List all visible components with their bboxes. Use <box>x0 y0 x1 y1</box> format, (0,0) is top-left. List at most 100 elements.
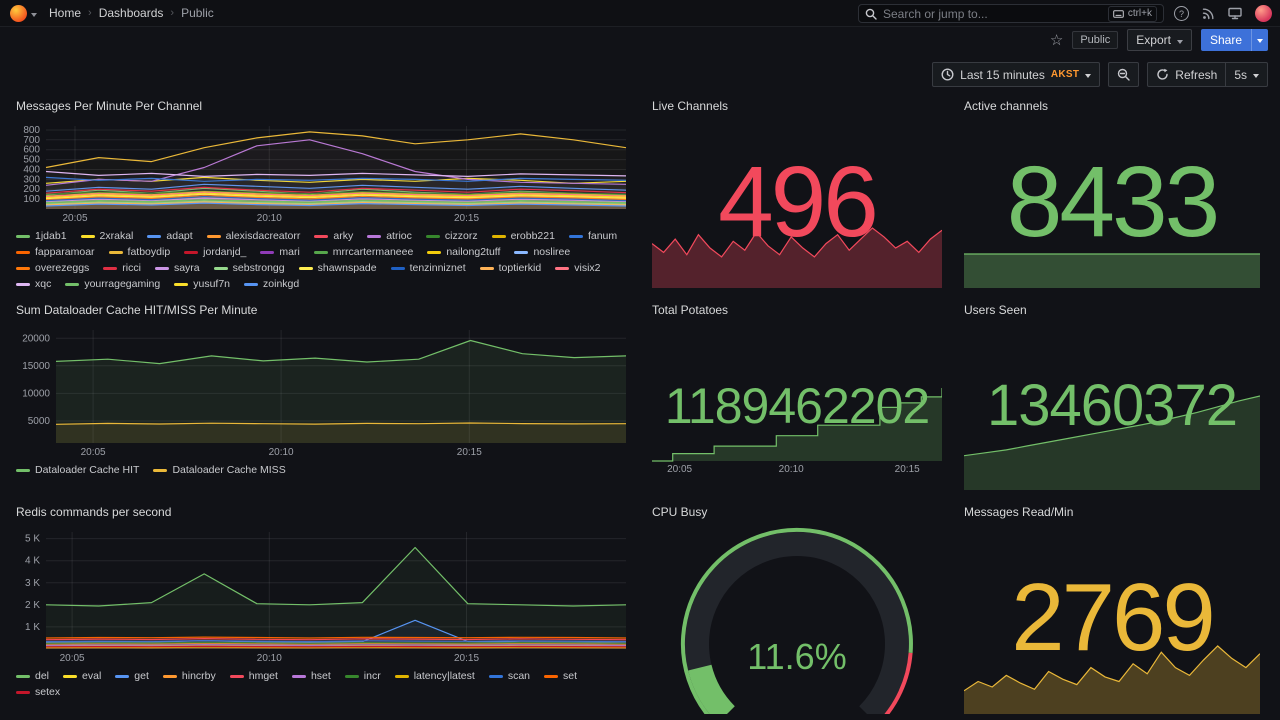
dashboard-tag[interactable]: Public <box>1072 31 1119 49</box>
legend-item[interactable]: sayra <box>154 261 200 275</box>
legend-item[interactable]: setex <box>16 685 60 699</box>
legend-item[interactable]: hmget <box>229 669 278 683</box>
clock-icon <box>941 68 954 81</box>
legend-label: incr <box>363 670 381 682</box>
panel-title[interactable]: CPU Busy <box>652 505 708 519</box>
legend-label: latency|latest <box>413 670 475 682</box>
dataloader-legend: Dataloader Cache HIT Dataloader Cache MIS… <box>16 463 632 477</box>
legend-item[interactable]: erobb221 <box>491 229 555 243</box>
legend-label: hmget <box>248 670 278 682</box>
legend-item[interactable]: 1jdab1 <box>16 229 67 243</box>
legend-item[interactable]: ricci <box>103 261 141 275</box>
legend-item[interactable]: yusuf7n <box>174 277 230 291</box>
panel-messages-read: Messages Read/Min 2769 <box>956 498 1268 720</box>
legend-item[interactable]: eval <box>63 669 101 683</box>
legend-item[interactable]: zoinkgd <box>244 277 299 291</box>
total-potatoes-value: 1189462202 <box>664 378 930 434</box>
legend-item[interactable]: set <box>544 669 577 683</box>
news-rss-icon[interactable] <box>1202 7 1215 20</box>
legend-item[interactable]: latency|latest <box>394 669 475 683</box>
legend-label: scan <box>507 670 530 682</box>
user-avatar[interactable] <box>1255 5 1272 22</box>
panel-title[interactable]: Total Potatoes <box>652 303 729 317</box>
export-button[interactable]: Export <box>1127 29 1192 51</box>
org-switcher-caret-icon[interactable] <box>31 12 37 20</box>
svg-text:4 K: 4 K <box>25 556 40 567</box>
legend-swatch-icon <box>16 282 30 286</box>
legend-item[interactable]: fapparamoar <box>16 245 95 259</box>
panel-title[interactable]: Active channels <box>964 99 1049 113</box>
legend-item[interactable]: visix2 <box>555 261 601 275</box>
legend-item[interactable]: get <box>115 669 149 683</box>
messages-chart[interactable]: 800 700 600 500 400 300 200 100 20:05 20:10 20:15 <box>16 120 632 224</box>
legend-label: fatboydip <box>127 246 171 258</box>
panel-title[interactable]: Users Seen <box>964 303 1027 317</box>
legend-item[interactable]: hincrby <box>162 669 216 683</box>
time-range-picker[interactable]: Last 15 minutes AKST <box>932 62 1101 87</box>
legend-label: Dataloader Cache HIT <box>35 464 140 476</box>
panel-title[interactable]: Redis commands per second <box>16 505 172 519</box>
legend-item[interactable]: incr <box>344 669 381 683</box>
star-icon[interactable]: ☆ <box>1049 31 1064 49</box>
monitor-icon[interactable] <box>1228 7 1242 20</box>
legend-item[interactable]: nosliree <box>514 245 570 259</box>
dataloader-chart[interactable]: 20000 15000 10000 5000 20:05 20:10 20:15 <box>16 324 632 458</box>
panel-title[interactable]: Messages Per Minute Per Channel <box>16 99 203 113</box>
legend-item[interactable]: del <box>16 669 49 683</box>
search-input[interactable]: Search or jump to... ctrl+k <box>858 4 1164 23</box>
share-menu-caret[interactable] <box>1251 29 1268 51</box>
legend-item[interactable]: sebstrongg <box>213 261 285 275</box>
legend-item[interactable]: Dataloader Cache MISS <box>153 463 286 477</box>
legend-item[interactable]: mrrcartermaneee <box>313 245 414 259</box>
redis-chart[interactable]: 5 K 4 K 3 K 2 K 1 K 20:05 20:10 20:15 <box>16 526 632 664</box>
legend-item[interactable]: shawnspade <box>298 261 377 275</box>
legend-item[interactable]: scan <box>488 669 530 683</box>
legend-item[interactable]: mari <box>260 245 300 259</box>
svg-text:20000: 20000 <box>22 333 50 344</box>
legend-item[interactable]: adapt <box>147 229 193 243</box>
dashboard-sub-nav: ☆ Public Export Share <box>0 27 1280 53</box>
refresh-button[interactable]: Refresh <box>1147 62 1227 87</box>
legend-label: get <box>134 670 149 682</box>
legend-item[interactable]: fatboydip <box>108 245 171 259</box>
legend-item[interactable]: tenzinniznet <box>390 261 466 275</box>
breadcrumb-dashboards[interactable]: Dashboards <box>98 6 164 20</box>
legend-item[interactable]: yourragegaming <box>65 277 160 291</box>
svg-text:20:05: 20:05 <box>667 464 692 474</box>
panel-title[interactable]: Sum Dataloader Cache HIT/MISS Per Minute <box>16 303 258 317</box>
legend-item[interactable]: alexisdacreatorr <box>206 229 300 243</box>
refresh-interval-dropdown[interactable]: 5s <box>1225 62 1268 87</box>
zoom-out-button[interactable] <box>1108 62 1140 87</box>
legend-swatch-icon <box>568 234 583 238</box>
panel-title[interactable]: Messages Read/Min <box>964 505 1074 519</box>
live-channels-stat: 496 <box>651 120 943 288</box>
share-button-main[interactable]: Share <box>1209 33 1242 47</box>
legend-item[interactable]: jordanjd_ <box>184 245 246 259</box>
breadcrumb-home[interactable]: Home <box>49 6 82 20</box>
legend-label: erobb221 <box>510 230 555 242</box>
users-seen-value: 13460372 <box>986 372 1238 438</box>
legend-label: mari <box>279 246 300 258</box>
legend-item[interactable]: fanum <box>568 229 617 243</box>
legend-item[interactable]: cizzorz <box>425 229 478 243</box>
legend-item[interactable]: atrioc <box>367 229 412 243</box>
legend-item[interactable]: nailong2tuff <box>427 245 500 259</box>
legend-swatch-icon <box>108 250 123 254</box>
legend-item[interactable]: overezeggs <box>16 261 89 275</box>
legend-swatch-icon <box>16 250 30 254</box>
legend-item[interactable]: xqc <box>16 277 51 291</box>
panel-title[interactable]: Live Channels <box>652 99 729 113</box>
legend-label: mrrcartermaneee <box>332 246 414 258</box>
legend-item[interactable]: hset <box>291 669 331 683</box>
breadcrumb-public[interactable]: Public <box>181 6 214 20</box>
legend-item[interactable]: toptierkid <box>479 261 541 275</box>
legend-label: eval <box>82 670 102 682</box>
legend-item[interactable]: arky <box>314 229 353 243</box>
legend-item[interactable]: 2xrakal <box>80 229 133 243</box>
active-channels-stat: 8433 <box>964 120 1260 288</box>
grafana-logo-icon[interactable] <box>10 4 27 22</box>
panel-dataloader-cache: Sum Dataloader Cache HIT/MISS Per Minute… <box>8 296 640 494</box>
help-icon[interactable]: ? <box>1174 6 1189 21</box>
panel-active-channels: Active channels 8433 <box>956 92 1268 294</box>
legend-item[interactable]: Dataloader Cache HIT <box>16 463 139 477</box>
